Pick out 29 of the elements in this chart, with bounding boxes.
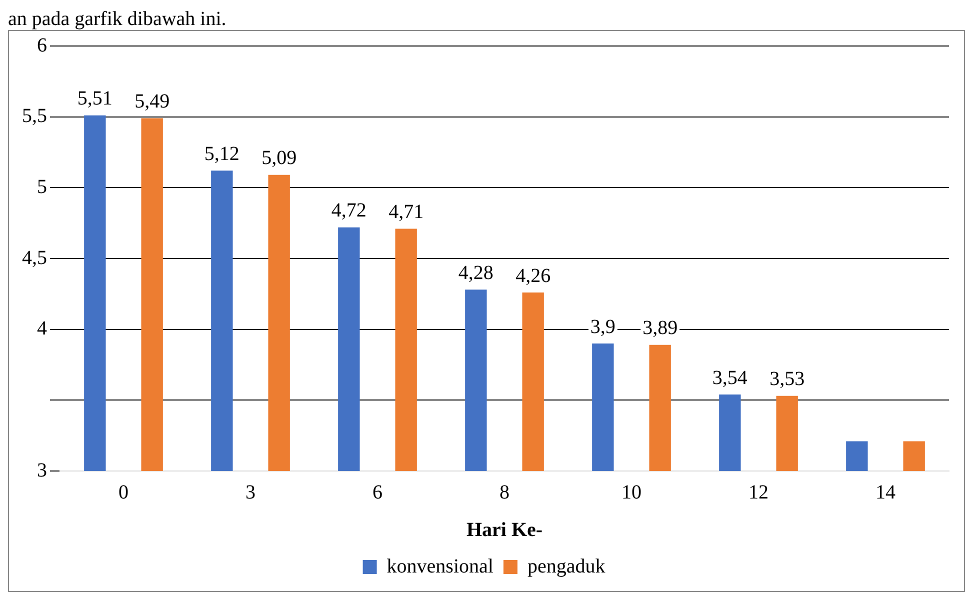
data-label: 5,12 — [204, 142, 240, 165]
data-label: 4,26 — [516, 264, 551, 287]
data-label: 5,51 — [77, 88, 112, 110]
data-label: 3,53 — [770, 368, 805, 390]
text: an pada garfik dibawah ini. — [8, 8, 228, 30]
x-tick-label: 14 — [876, 481, 896, 504]
data-label: 3,89 — [642, 317, 678, 340]
x-tick-label: 12 — [748, 481, 768, 504]
y-tick-label: 5 — [37, 176, 47, 198]
data-label: 3,9 — [590, 316, 616, 338]
data-label: 3,54 — [712, 366, 748, 389]
y-tick-label: 4,5 — [22, 246, 47, 269]
data-label: 5,09 — [262, 147, 297, 170]
x-tick-label: 6 — [372, 481, 382, 504]
data-label: 4,72 — [331, 200, 366, 222]
x-tick-label: 8 — [500, 481, 510, 504]
legend-label: pengaduk — [527, 555, 606, 578]
y-tick-label: 3 — [37, 459, 47, 482]
y-tick-label: 5,5 — [22, 105, 47, 128]
x-axis-title: Hari Ke- — [466, 519, 543, 542]
y-tick-label: 6 — [37, 34, 47, 56]
legend-label: konvensional — [386, 555, 494, 578]
data-label: 4,71 — [388, 201, 424, 223]
data-label: 4,28 — [458, 262, 494, 284]
x-tick-label: 0 — [118, 481, 128, 504]
y-tick-label: 4 — [37, 318, 47, 340]
x-tick-label: 10 — [622, 481, 642, 504]
data-label: 5,49 — [134, 90, 170, 112]
x-tick-label: 3 — [246, 481, 256, 504]
